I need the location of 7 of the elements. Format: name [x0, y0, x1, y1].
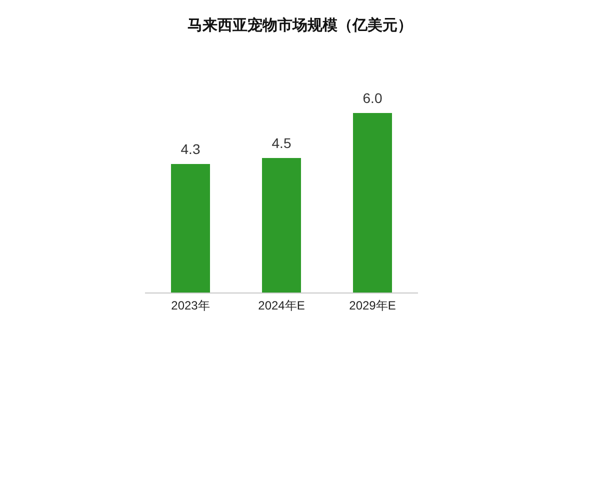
data-label: 4.5 — [272, 135, 292, 151]
data-label: 4.3 — [180, 141, 200, 157]
x-tick-label: 2024年E — [258, 298, 305, 313]
x-tick-label: 2029年E — [349, 298, 396, 313]
x-tick-label: 2023年 — [171, 298, 210, 313]
chart-title: 马来西亚宠物市场规模（亿美元） — [186, 16, 414, 35]
data-label: 6.0 — [362, 90, 382, 106]
